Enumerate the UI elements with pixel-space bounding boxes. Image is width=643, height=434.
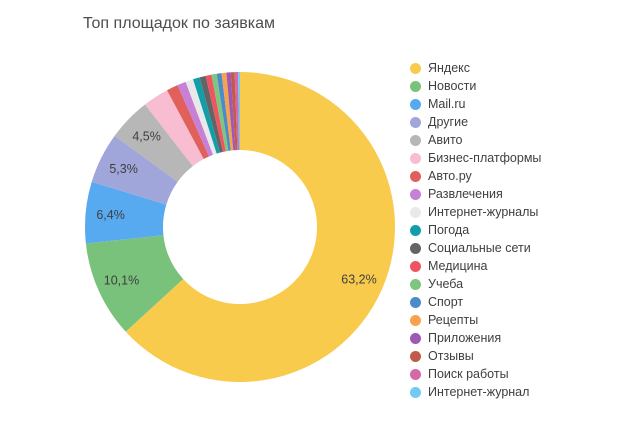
legend-item[interactable]: Авто.ру: [410, 167, 541, 185]
legend-color-dot-icon: [410, 98, 421, 110]
legend-color-dot-icon: [410, 152, 421, 164]
legend-item[interactable]: Погода: [410, 221, 541, 239]
legend-item[interactable]: Бизнес-платформы: [410, 149, 541, 167]
legend-color-dot-icon: [410, 62, 421, 74]
legend-color-dot-icon: [410, 134, 421, 146]
legend-item[interactable]: Спорт: [410, 293, 541, 311]
pie-slice[interactable]: [226, 72, 236, 151]
legend-color-dot-icon: [410, 386, 421, 398]
pie-slice[interactable]: [221, 72, 234, 151]
legend-color-dot-icon: [410, 260, 421, 272]
pie-slice[interactable]: [230, 72, 238, 151]
pie-slice[interactable]: [91, 135, 178, 205]
pie-slice[interactable]: [177, 81, 214, 157]
pie-slice[interactable]: [85, 235, 184, 332]
legend-color-dot-icon: [410, 242, 421, 254]
legend-item-label: Рецепты: [428, 313, 479, 327]
legend-item-label: Бизнес-платформы: [428, 151, 542, 165]
legend-item[interactable]: Другие: [410, 113, 541, 131]
legend-item[interactable]: Развлечения: [410, 185, 541, 203]
legend-item[interactable]: Новости: [410, 77, 541, 95]
legend-color-dot-icon: [410, 224, 421, 236]
legend-item[interactable]: Рецепты: [410, 311, 541, 329]
pie-slice[interactable]: [238, 71, 240, 151]
legend-item[interactable]: Авито: [410, 131, 541, 149]
legend-color-dot-icon: [410, 170, 421, 182]
legend-item[interactable]: Медицина: [410, 257, 541, 275]
legend-color-dot-icon: [410, 332, 421, 344]
pie-slice[interactable]: [199, 75, 223, 153]
legend-item-label: Социальные сети: [428, 241, 531, 255]
pie-slice[interactable]: [234, 72, 240, 151]
slice-percent-label: 5,3%: [109, 162, 138, 176]
legend-item[interactable]: Отзывы: [410, 347, 541, 365]
legend-item[interactable]: Приложения: [410, 329, 541, 347]
pie-slice[interactable]: [114, 104, 193, 182]
legend-item-label: Учеба: [428, 277, 464, 291]
legend-item[interactable]: Интернет-журнал: [410, 383, 541, 401]
legend-item-label: Спорт: [428, 295, 464, 309]
legend-item[interactable]: Социальные сети: [410, 239, 541, 257]
legend: Яндекс Новости Mail.ru Другие Авито Бизнес-пл…: [410, 59, 541, 401]
slice-percent-label: 63,2%: [341, 272, 376, 286]
legend-color-dot-icon: [410, 116, 421, 128]
legend-color-dot-icon: [410, 296, 421, 308]
legend-item-label: Интернет-журнал: [428, 385, 530, 399]
pie-slice[interactable]: [145, 90, 204, 167]
pie-slice[interactable]: [205, 74, 226, 152]
legend-color-dot-icon: [410, 368, 421, 380]
legend-color-dot-icon: [410, 80, 421, 92]
pie-slice[interactable]: [211, 73, 229, 152]
legend-item-label: Развлечения: [428, 187, 503, 201]
legend-item-label: Яндекс: [428, 61, 471, 75]
slice-percent-label: 4,5%: [132, 130, 161, 144]
legend-color-dot-icon: [410, 350, 421, 362]
chart-title: Топ площадок по заявкам: [83, 15, 276, 32]
legend-item-label: Медицина: [428, 259, 488, 273]
slice-percent-label: 10,1%: [104, 274, 139, 288]
slice-percent-label: 6,4%: [96, 208, 125, 222]
legend-item-label: Погода: [428, 223, 470, 237]
legend-item-label: Отзывы: [428, 349, 474, 363]
legend-item-label: Mail.ru: [428, 97, 466, 111]
legend-item-label: Интернет-журналы: [428, 205, 539, 219]
legend-item-label: Авто.ру: [428, 169, 472, 183]
legend-color-dot-icon: [410, 278, 421, 290]
pie-slice[interactable]: [185, 79, 217, 155]
legend-color-dot-icon: [410, 314, 421, 326]
legend-item-label: Новости: [428, 79, 477, 93]
pie-slice[interactable]: [167, 85, 209, 160]
pie-slice[interactable]: [216, 73, 231, 151]
legend-item[interactable]: Яндекс: [410, 59, 541, 77]
legend-item[interactable]: Учеба: [410, 275, 541, 293]
pie-slice[interactable]: [125, 72, 396, 383]
legend-item-label: Приложения: [428, 331, 502, 345]
legend-item[interactable]: Mail.ru: [410, 95, 541, 113]
legend-item-label: Поиск работы: [428, 367, 509, 381]
legend-item-label: Авито: [428, 133, 463, 147]
legend-item-label: Другие: [428, 115, 469, 129]
legend-item[interactable]: Поиск работы: [410, 365, 541, 383]
legend-color-dot-icon: [410, 206, 421, 218]
legend-item[interactable]: Интернет-журналы: [410, 203, 541, 221]
pie-slice[interactable]: [84, 181, 167, 244]
legend-color-dot-icon: [410, 188, 421, 200]
pie-slice[interactable]: [193, 77, 220, 154]
